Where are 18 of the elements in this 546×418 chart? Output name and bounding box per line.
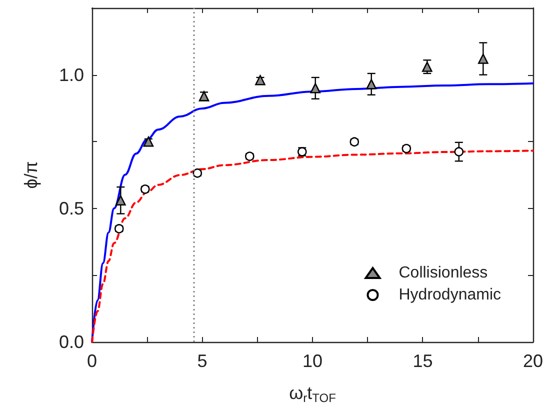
point: [454, 147, 464, 156]
legend-label: Collisionless: [398, 264, 488, 282]
y-axis-title: ϕ/π: [21, 161, 41, 189]
x-tick-label: 20: [522, 351, 544, 371]
x-tick-label: 5: [197, 351, 208, 371]
point: [422, 62, 432, 72]
point: [310, 83, 321, 94]
y-tick-label: 1.0: [58, 64, 84, 85]
y-tick-label: 0.5: [58, 198, 84, 218]
x-tick-label: 0: [86, 351, 98, 371]
legend-label: Hydrodynamic: [398, 286, 502, 304]
y-tick-label: 0.0: [58, 332, 84, 352]
x-tick-label: 10: [302, 351, 323, 371]
point: [478, 54, 488, 64]
point: [116, 195, 126, 206]
point: [366, 79, 377, 90]
x-tick-label: 15: [412, 351, 433, 371]
point: [198, 91, 210, 102]
